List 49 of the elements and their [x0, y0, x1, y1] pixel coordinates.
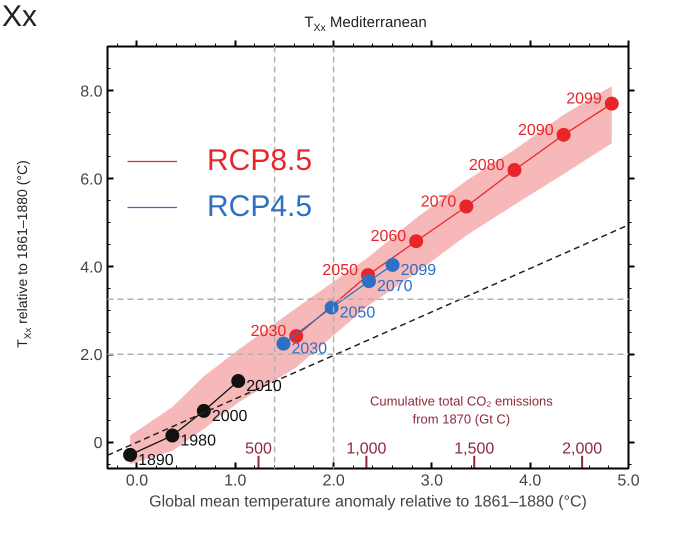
x2-axis-title: Cumulative total CO₂ emissions from 1870 (Gt C)	[370, 393, 554, 426]
x-tick-label: 3.0	[420, 472, 444, 490]
y-tick-label: 2.0	[80, 347, 103, 364]
annotation: 2060	[370, 228, 406, 246]
annotation: 2000	[212, 408, 248, 425]
annotation: 2090	[518, 122, 554, 139]
x-tick-label: 0.0	[126, 472, 148, 490]
point	[196, 404, 211, 418]
annotation: 2099	[400, 262, 436, 279]
annotation: 1980	[180, 432, 216, 450]
point	[324, 300, 339, 315]
x2-tick-label: 1,000	[346, 440, 387, 458]
annotation: 2010	[246, 378, 282, 396]
point	[604, 96, 619, 111]
x2-tick-label: 1,500	[454, 440, 494, 458]
text: Xx	[2, 0, 38, 33]
chart-title: T$_{Xx}$ Mediterranean	[304, 14, 427, 34]
point	[507, 163, 522, 178]
x-tick-label: 1.0	[224, 472, 247, 490]
annotation: 2030	[250, 323, 286, 340]
x-axis-title: Global mean temperature anomaly relative to 1861–1880 (°C)	[149, 494, 587, 510]
x2-tick-label: 500	[245, 440, 272, 458]
point	[409, 234, 424, 248]
x-tick-label: 2.0	[322, 472, 345, 490]
annotation: 2050	[322, 262, 358, 280]
point	[386, 258, 400, 272]
y-tick-label: 4.0	[80, 259, 103, 276]
x-tick-label: 5.0	[617, 472, 640, 490]
point	[165, 428, 180, 443]
annotation: 2070	[420, 194, 456, 211]
point	[459, 200, 474, 214]
point	[276, 336, 290, 351]
annotation: 2050	[340, 304, 376, 322]
x-tick-label: 4.0	[519, 472, 542, 490]
point	[362, 274, 376, 288]
point	[556, 128, 571, 142]
annotation: 2099	[566, 90, 602, 108]
y-tick-label: 0	[94, 435, 103, 452]
annotation: 2030	[291, 340, 328, 358]
y-tick-label: 6.0	[80, 171, 103, 188]
legend-label: RCP4.5	[207, 190, 312, 224]
x2-tick-label: 2,000	[562, 440, 602, 458]
annotation: 1890	[138, 452, 174, 469]
point	[231, 374, 246, 388]
annotation: 2080	[468, 157, 505, 174]
annotation: 2070	[376, 278, 413, 296]
legend-label: RCP8.5	[207, 144, 312, 178]
y-tick-label: 8.0	[80, 83, 103, 100]
point	[123, 448, 138, 462]
